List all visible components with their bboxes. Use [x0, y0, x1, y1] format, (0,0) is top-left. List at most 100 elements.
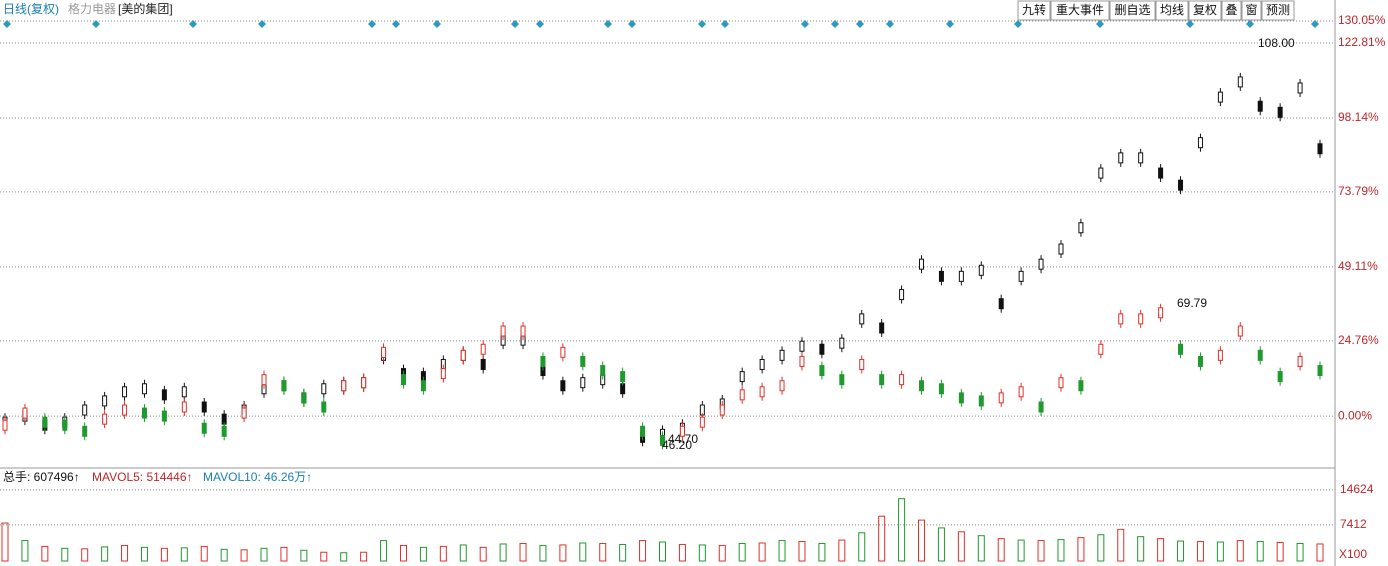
candle: [1317, 365, 1323, 377]
candle: [759, 358, 765, 370]
candle: [919, 258, 925, 270]
candle: [1217, 349, 1223, 361]
volume-bar: [758, 542, 766, 562]
y-tick-label: 73.79%: [1338, 184, 1379, 198]
candle: [82, 425, 88, 437]
toolbar-button[interactable]: 九转: [1017, 0, 1051, 21]
toolbar-button[interactable]: 重大事件: [1050, 0, 1110, 21]
toolbar: 九转 重大事件 删自选 均线 复权叠窗预测: [1017, 0, 1295, 21]
candle: [201, 401, 207, 413]
button-label: 均线: [1160, 3, 1184, 17]
volume-bar: [21, 540, 29, 562]
toolbar-button[interactable]: 窗: [1241, 0, 1262, 21]
y-tick-label: 122.81%: [1338, 35, 1386, 49]
volume-bar: [81, 548, 89, 562]
candle: [1197, 137, 1203, 149]
candle: [1058, 377, 1064, 389]
toolbar-button[interactable]: 叠: [1221, 0, 1242, 21]
candle: [141, 407, 147, 419]
volume-bar: [539, 544, 547, 562]
y-tick-label: 98.14%: [1338, 110, 1379, 124]
candle: [1217, 91, 1223, 103]
candle: [958, 392, 964, 404]
candle: [1277, 371, 1283, 383]
candle: [1158, 307, 1164, 319]
candle: [341, 380, 347, 392]
toolbar-button[interactable]: 复权: [1188, 0, 1222, 21]
candle: [301, 392, 307, 404]
volume-bar: [399, 544, 407, 562]
y-tick-label: 14624: [1340, 482, 1374, 496]
y-tick-label: 0.00%: [1338, 408, 1372, 422]
candle: [181, 401, 187, 413]
volume-bar: [280, 546, 288, 562]
volume-bar: [1177, 540, 1185, 562]
volume-bar: [698, 544, 706, 562]
candle: [1138, 152, 1144, 164]
volume-bar: [419, 546, 427, 562]
candle: [281, 380, 287, 392]
candle: [161, 389, 167, 401]
annotation: 69.79: [1177, 296, 1207, 310]
volume-bar: [918, 519, 926, 562]
volume-bar: [41, 545, 49, 562]
candle: [978, 395, 984, 407]
candle: [1237, 76, 1243, 88]
candle: [261, 374, 267, 386]
volume-bar: [1216, 541, 1224, 562]
candle: [440, 368, 446, 380]
candle: [1197, 355, 1203, 367]
candle: [1098, 343, 1104, 355]
toolbar-button[interactable]: 删自选: [1109, 0, 1156, 21]
volume-bar: [1196, 541, 1204, 562]
candle: [1018, 270, 1024, 282]
volume-bar: [101, 546, 109, 562]
candle: [480, 343, 486, 355]
candle: [1038, 258, 1044, 270]
candle: [560, 380, 566, 392]
candle: [839, 337, 845, 349]
button-label: 预测: [1266, 3, 1290, 17]
candle: [181, 386, 187, 398]
volume-bar: [1276, 542, 1284, 562]
button-frame: [1241, 0, 1262, 21]
button-frame: [1261, 0, 1295, 21]
volume-bar: [1157, 538, 1165, 562]
volume-bar: [240, 549, 248, 562]
candle: [520, 325, 526, 337]
candle: [1078, 222, 1084, 234]
candle: [480, 358, 486, 370]
volume-bar: [160, 547, 168, 562]
volume-bar: [957, 531, 965, 562]
volume-bar: [599, 542, 607, 562]
candle: [660, 434, 665, 446]
candle: [321, 383, 327, 395]
button-label: 九转: [1022, 2, 1046, 17]
volume-bar: [1117, 528, 1125, 562]
candle: [1178, 179, 1184, 191]
candle: [899, 289, 905, 301]
button-frame: [1188, 0, 1222, 21]
candle: [719, 404, 725, 416]
toolbar-button[interactable]: 预测: [1261, 0, 1295, 21]
candle: [759, 386, 765, 398]
volume-bar: [519, 542, 527, 562]
candle: [1058, 243, 1064, 255]
candle: [400, 374, 406, 386]
candle: [640, 425, 646, 437]
volume-bar: [838, 539, 846, 562]
button-frame: [1155, 0, 1189, 21]
toolbar-button[interactable]: 均线: [1155, 0, 1189, 21]
annotation: 46.20: [662, 438, 692, 452]
volume-bar: [340, 552, 348, 562]
unit-label: X100: [1339, 547, 1367, 561]
candle: [580, 377, 586, 389]
volume-bar: [639, 540, 647, 562]
volume-bar: [1137, 536, 1145, 562]
y-tick-label: 24.76%: [1338, 333, 1379, 347]
volume-bar: [898, 498, 906, 562]
volume-bar: [1057, 539, 1065, 562]
period-label: 日线(复权): [3, 2, 59, 16]
